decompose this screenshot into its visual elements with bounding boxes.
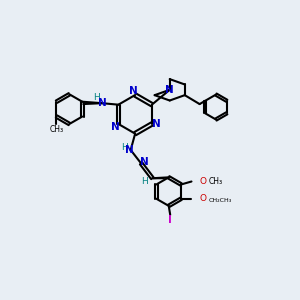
Text: N: N [165,85,174,95]
Text: N: N [152,119,161,129]
Text: CH₂CH₃: CH₂CH₃ [209,198,232,203]
Text: N: N [140,157,148,167]
Text: H: H [93,93,100,102]
Text: N: N [111,122,120,132]
Text: N: N [98,98,106,108]
Text: N: N [129,85,138,96]
Text: O: O [200,177,207,186]
Text: CH₃: CH₃ [50,125,64,134]
Text: CH₃: CH₃ [209,177,223,186]
Text: O: O [200,194,207,203]
Text: H: H [142,177,148,186]
Text: N: N [125,145,134,155]
Text: H: H [121,143,128,152]
Text: I: I [168,215,172,225]
